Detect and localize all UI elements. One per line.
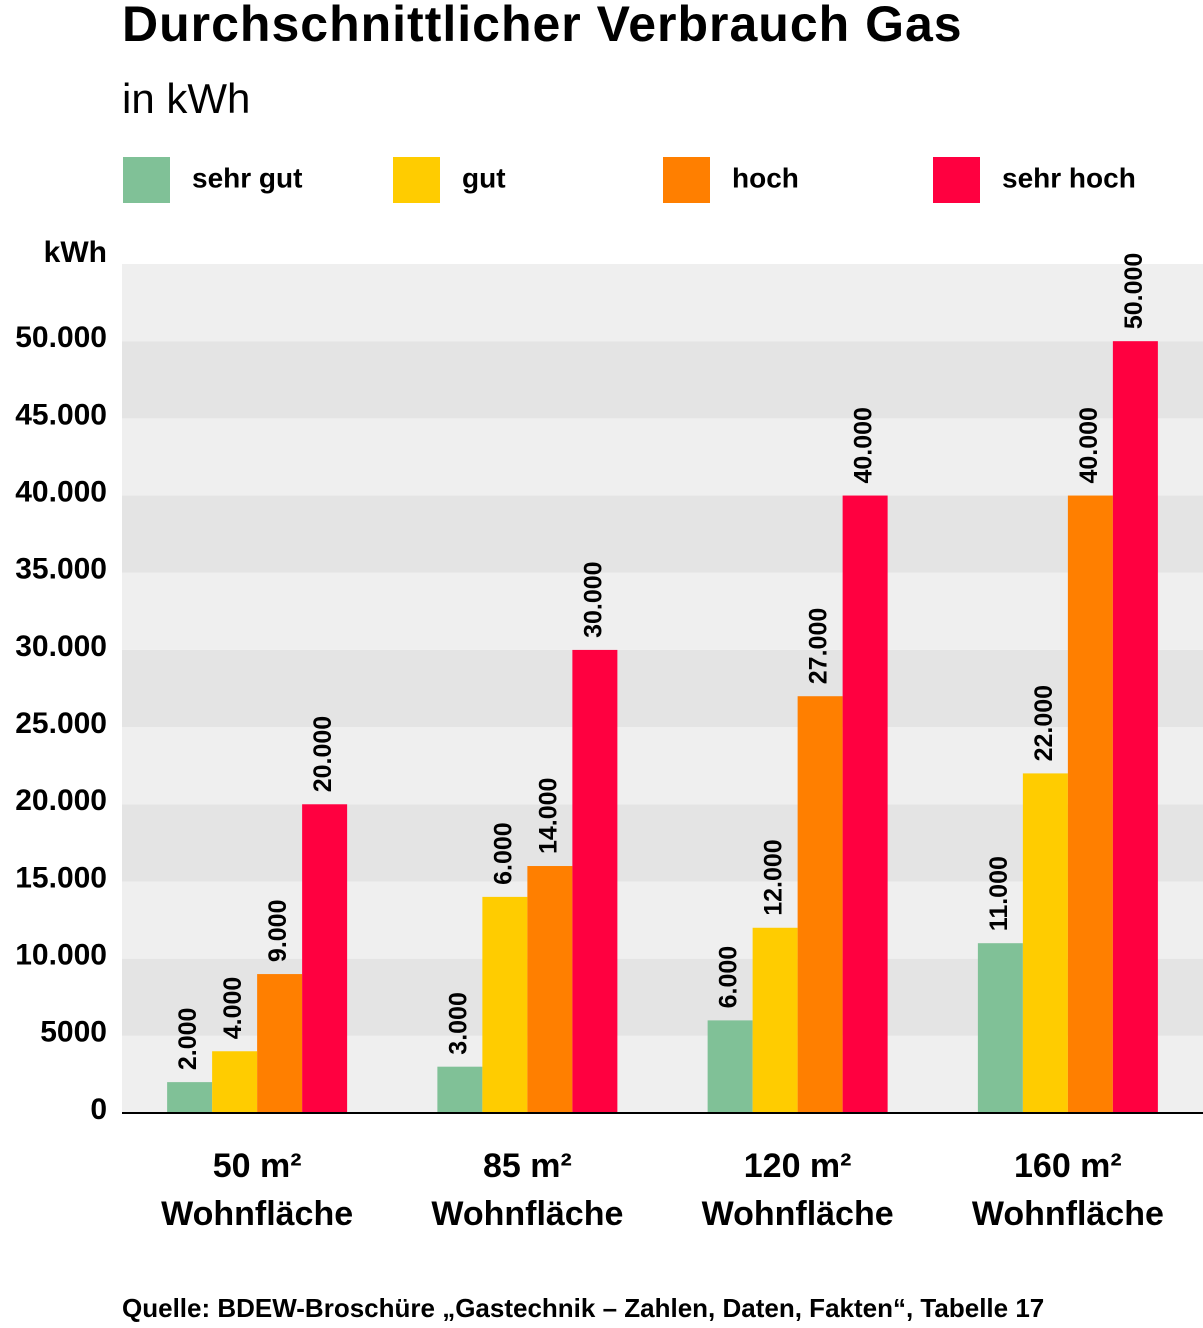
value-label: 9.000 (264, 900, 292, 963)
bar (1022, 773, 1068, 1113)
y-tick-label: 50.000 (15, 321, 107, 354)
bar (257, 974, 303, 1113)
bar (167, 1082, 213, 1113)
bar (482, 896, 528, 1113)
y-tick-label: 30.000 (15, 630, 107, 663)
y-axis-label: kWh (44, 236, 107, 269)
y-tick-label: 10.000 (15, 939, 107, 972)
x-tick-label: Wohnfläche (702, 1195, 894, 1233)
value-label: 4.000 (219, 977, 247, 1040)
grid-band (122, 649, 1203, 728)
y-tick-label: 35.000 (15, 553, 107, 586)
value-label: 50.000 (1120, 253, 1148, 329)
y-tick-label: 20.000 (15, 784, 107, 817)
legend-swatch (123, 157, 170, 203)
y-tick-label: 5000 (40, 1016, 107, 1049)
value-label: 6.000 (489, 822, 517, 885)
x-tick-label: Wohnfläche (972, 1195, 1164, 1233)
legend-label: sehr hoch (1002, 162, 1136, 193)
y-tick-label: 15.000 (15, 861, 107, 894)
grid-band (122, 572, 1203, 650)
y-tick-label: 40.000 (15, 475, 107, 508)
legend-swatch (393, 157, 440, 203)
value-label: 14.000 (534, 778, 562, 854)
grid-band (122, 341, 1203, 419)
value-label: 6.000 (715, 946, 743, 1009)
x-tick-label: Wohnfläche (161, 1195, 353, 1233)
grid-band (122, 418, 1203, 496)
x-tick-label: 50 m² (213, 1147, 302, 1185)
value-label: 30.000 (579, 561, 607, 637)
y-tick-label: 45.000 (15, 398, 107, 431)
value-label: 2.000 (174, 1008, 202, 1071)
x-tick-label: 120 m² (744, 1147, 852, 1185)
bar (977, 943, 1023, 1113)
value-label: 12.000 (760, 839, 788, 915)
value-label: 20.000 (309, 716, 337, 792)
x-tick-label: 85 m² (483, 1147, 572, 1185)
source: Quelle: BDEW-Broschüre „Gastechnik – Zah… (122, 1293, 1044, 1323)
value-label: 27.000 (805, 608, 833, 684)
bar (797, 696, 843, 1113)
legend-label: sehr gut (192, 162, 302, 193)
x-tick-label: Wohnfläche (431, 1195, 623, 1233)
bar (842, 495, 888, 1114)
y-tick-label: 25.000 (15, 707, 107, 740)
bar (1112, 341, 1158, 1113)
bar (752, 927, 798, 1113)
grid-band (122, 264, 1203, 342)
value-label: 22.000 (1030, 685, 1058, 761)
bar (572, 649, 618, 1113)
bar (302, 804, 348, 1113)
legend-swatch (933, 157, 980, 203)
bar (527, 866, 573, 1113)
legend-label: gut (462, 162, 506, 193)
value-label: 11.000 (985, 856, 1013, 931)
y-tick-label: 0 (90, 1093, 107, 1126)
value-label: 40.000 (1075, 407, 1103, 483)
legend-swatch (663, 157, 710, 203)
bar (212, 1051, 258, 1113)
chart-subtitle: in kWh (122, 75, 250, 122)
bar (1067, 495, 1113, 1114)
chart-title: Durchschnittlicher Verbrauch Gas (122, 0, 963, 52)
bar (707, 1020, 753, 1113)
x-tick-label: 160 m² (1014, 1147, 1122, 1185)
grid-band (122, 727, 1203, 805)
value-label: 40.000 (850, 407, 878, 483)
grid-band (122, 495, 1203, 573)
value-label: 3.000 (444, 992, 472, 1055)
legend-label: hoch (732, 162, 799, 193)
bar (437, 1066, 483, 1113)
